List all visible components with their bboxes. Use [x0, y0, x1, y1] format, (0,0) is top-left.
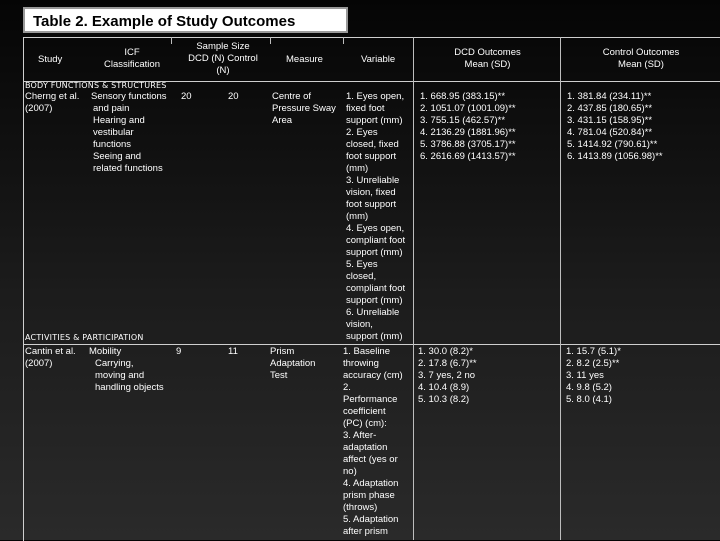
- section-label-body-functions: BODY FUNCTIONS & STRUCTURES: [25, 81, 167, 90]
- section-label-activities-participation: ACTIVITIES & PARTICIPATION: [25, 333, 144, 342]
- header-measure: Measure: [286, 54, 323, 65]
- table-title-box: Table 2. Example of Study Outcomes: [23, 7, 348, 33]
- header-sample-size: Sample Size DCD (N) Control (N): [188, 41, 258, 76]
- column-divider: [171, 37, 172, 44]
- row1-control-outcomes: 1. 381.84 (234.11)** 2. 437.85 (180.65)**…: [567, 91, 663, 162]
- header-icf-classification: ICF Classification: [104, 47, 160, 70]
- row2-variable: 1. Baseline throwing accuracy (cm) 2. Perfo…: [343, 346, 403, 537]
- row1-dcd-n: 20: [181, 91, 192, 102]
- column-divider: [270, 37, 271, 44]
- table-title: Table 2. Example of Study Outcomes: [33, 13, 296, 30]
- header-divider: [23, 81, 720, 82]
- header-variable: Variable: [361, 54, 396, 65]
- header-control-outcomes: Control Outcomes Mean (SD): [602, 47, 680, 70]
- header-study: Study: [38, 54, 63, 65]
- row2-control-n: 11: [228, 346, 238, 357]
- row1-variable: 1. Eyes open, fixed foot support (mm) 2. E…: [346, 91, 406, 342]
- row1-icf: Sensory functions and pain Hearing and v…: [91, 91, 167, 174]
- row1-control-n: 20: [228, 91, 239, 102]
- column-divider: [413, 37, 414, 540]
- column-divider: [560, 37, 561, 540]
- row2-icf: Mobility Carrying, moving and handling o…: [89, 346, 164, 393]
- row2-measure: Prism Adaptation Test: [270, 346, 316, 381]
- row2-dcd-n: 9: [176, 346, 182, 357]
- row2-study: Cantin et al. (2007): [25, 346, 76, 369]
- header-dcd-outcomes: DCD Outcomes Mean (SD): [454, 47, 521, 70]
- row2-control-outcomes: 1. 15.7 (5.1)* 2. 8.2 (2.5)** 3. 11 yes 4.…: [566, 346, 621, 405]
- column-divider: [343, 37, 344, 44]
- row1-measure: Centre of Pressure Sway Area: [272, 91, 336, 126]
- row2-dcd-outcomes: 1. 30.0 (8.2)* 2. 17.8 (6.7)** 3. 7 yes, 2…: [418, 346, 477, 405]
- row1-study: Cherng et al. (2007): [25, 91, 80, 114]
- row1-dcd-outcomes: 1. 668.95 (383.15)** 2. 1051.07 (1001.09)…: [420, 91, 516, 162]
- outcomes-table: [23, 37, 720, 541]
- row-divider: [23, 344, 720, 345]
